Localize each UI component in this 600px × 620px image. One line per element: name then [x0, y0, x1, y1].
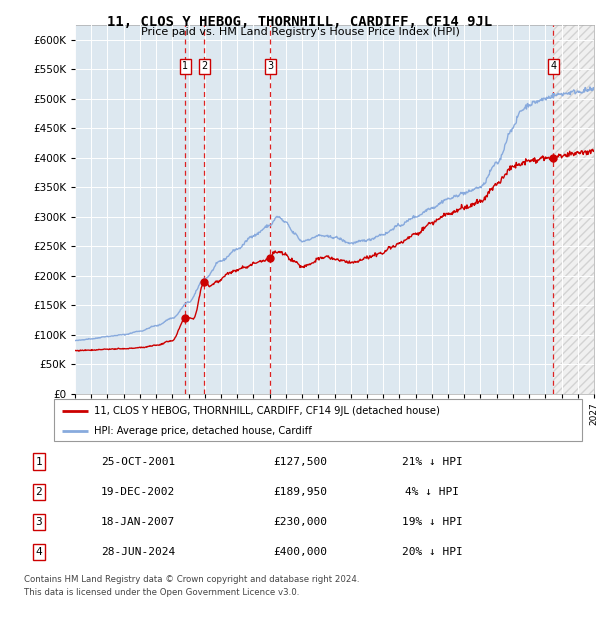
- Bar: [553, 25, 594, 394]
- Text: 3: 3: [268, 61, 274, 71]
- Text: 4: 4: [550, 61, 556, 71]
- Text: This data is licensed under the Open Government Licence v3.0.: This data is licensed under the Open Gov…: [24, 588, 299, 597]
- Text: 25-OCT-2001: 25-OCT-2001: [101, 456, 175, 466]
- Text: 1: 1: [182, 61, 188, 71]
- Text: £189,950: £189,950: [273, 487, 327, 497]
- Bar: [553, 25, 594, 394]
- Text: Price paid vs. HM Land Registry's House Price Index (HPI): Price paid vs. HM Land Registry's House …: [140, 27, 460, 37]
- Text: £127,500: £127,500: [273, 456, 327, 466]
- Text: 19-DEC-2002: 19-DEC-2002: [101, 487, 175, 497]
- FancyBboxPatch shape: [54, 399, 582, 441]
- Text: 21% ↓ HPI: 21% ↓ HPI: [401, 456, 463, 466]
- Text: 18-JAN-2007: 18-JAN-2007: [101, 517, 175, 527]
- Text: 11, CLOS Y HEBOG, THORNHILL, CARDIFF, CF14 9JL (detached house): 11, CLOS Y HEBOG, THORNHILL, CARDIFF, CF…: [94, 405, 439, 415]
- Text: 11, CLOS Y HEBOG, THORNHILL, CARDIFF, CF14 9JL: 11, CLOS Y HEBOG, THORNHILL, CARDIFF, CF…: [107, 16, 493, 30]
- Text: £230,000: £230,000: [273, 517, 327, 527]
- Text: 19% ↓ HPI: 19% ↓ HPI: [401, 517, 463, 527]
- Text: 4% ↓ HPI: 4% ↓ HPI: [405, 487, 459, 497]
- Text: £400,000: £400,000: [273, 547, 327, 557]
- Text: 20% ↓ HPI: 20% ↓ HPI: [401, 547, 463, 557]
- Text: 4: 4: [35, 547, 43, 557]
- Text: 2: 2: [35, 487, 43, 497]
- Text: 3: 3: [35, 517, 43, 527]
- Text: 2: 2: [201, 61, 207, 71]
- Text: HPI: Average price, detached house, Cardiff: HPI: Average price, detached house, Card…: [94, 426, 311, 436]
- Text: Contains HM Land Registry data © Crown copyright and database right 2024.: Contains HM Land Registry data © Crown c…: [24, 575, 359, 584]
- Text: 1: 1: [35, 456, 43, 466]
- Text: 28-JUN-2024: 28-JUN-2024: [101, 547, 175, 557]
